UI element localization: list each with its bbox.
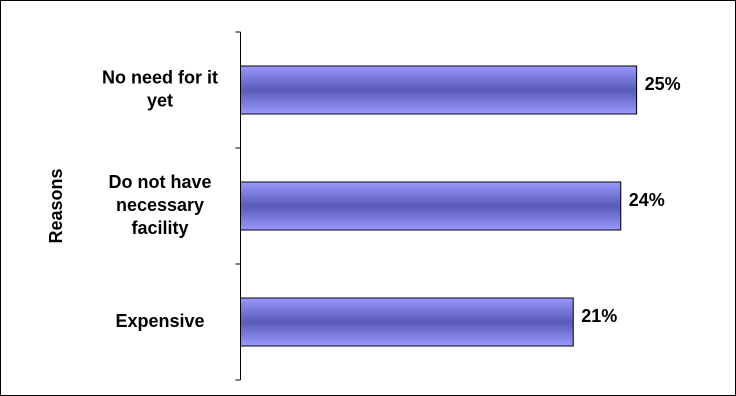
labels-layer: 25% No need for it yet 24% Do not have necess… <box>102 67 681 331</box>
bar <box>240 65 638 115</box>
axis-ticks <box>235 31 241 381</box>
category-label: No need for it yet <box>102 67 218 110</box>
data-label: 21% <box>581 306 617 326</box>
category-label: Do not have necessary facility <box>108 172 211 238</box>
bar <box>240 297 574 347</box>
bar <box>240 181 622 231</box>
y-axis-title: Reasons <box>46 168 66 243</box>
bars-layer <box>240 65 638 347</box>
data-label: 25% <box>645 74 681 94</box>
category-label: Expensive <box>115 311 204 331</box>
data-label: 24% <box>629 190 665 210</box>
